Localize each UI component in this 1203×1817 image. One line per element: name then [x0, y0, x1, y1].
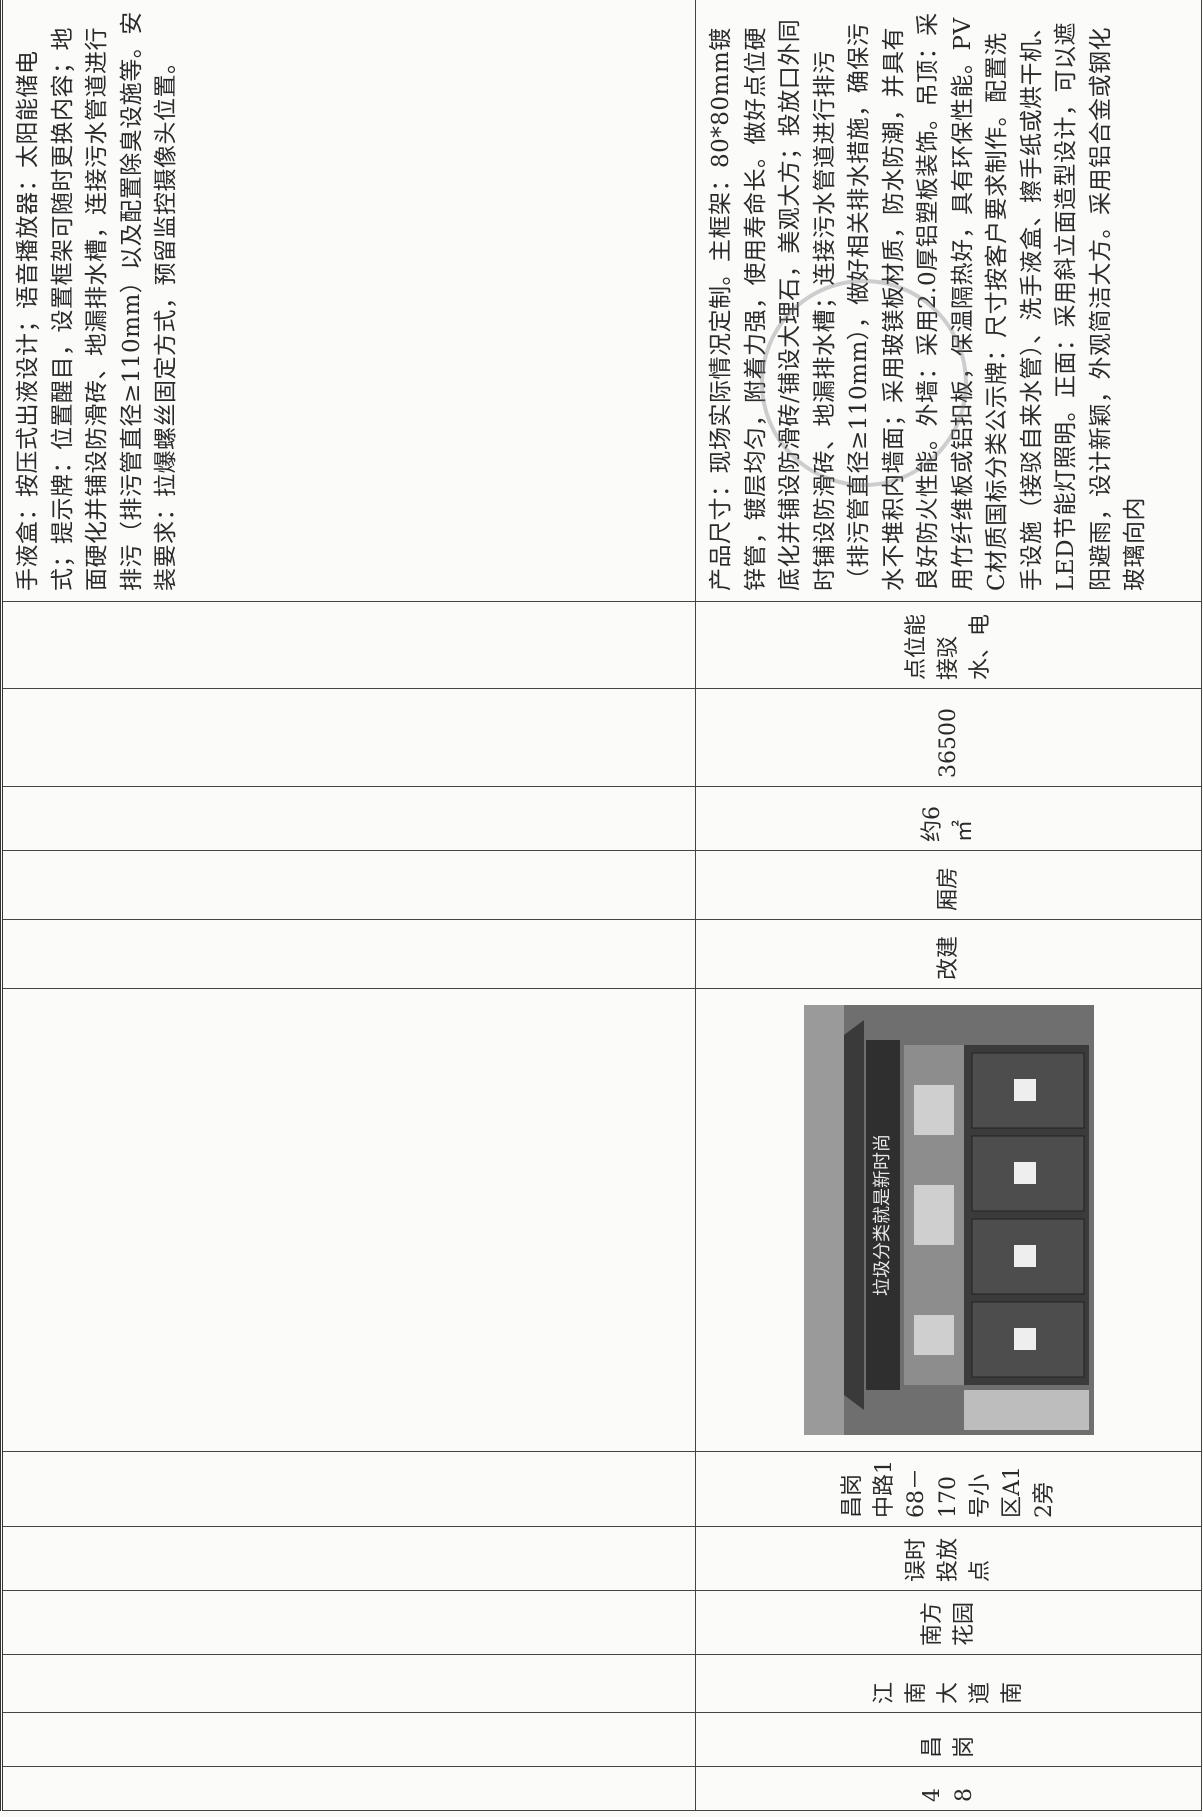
cell [1, 1590, 696, 1655]
sign-board [865, 1040, 900, 1390]
point-type-cell: 误时投放点 [695, 1526, 1202, 1591]
photo-caption: 垃圾分类就是新时尚 [872, 1134, 893, 1296]
description-cell: 手液盒：按压式出液设计；语音播放器：太阳能储电式；提示牌：位置醒目，设置框架可随… [1, 0, 696, 602]
number-cell: 48 [695, 1766, 1202, 1811]
window [913, 1185, 954, 1245]
bin-row [963, 1045, 1089, 1385]
photo-cell: 垃圾分类就是新时尚 [695, 988, 1202, 1452]
cell [1, 1526, 696, 1591]
icon [1013, 1162, 1036, 1184]
cell [1, 850, 696, 920]
build-type-cell: 改建 [695, 919, 1202, 989]
remark-cell: 点位能接驳水、电 [695, 601, 1202, 689]
cell [1, 786, 696, 851]
roof [843, 1020, 864, 1410]
cell [1, 1654, 696, 1713]
form-cell: 厢房 [695, 850, 1202, 920]
estate-cell: 南方花园 [695, 1590, 1202, 1655]
street-cell: 昌岗 [695, 1712, 1202, 1767]
sky [803, 1005, 844, 1435]
window [913, 1085, 954, 1135]
icon [1013, 1245, 1036, 1267]
address-cell: 昌岗中路168－170号小区A12旁 [695, 1451, 1202, 1527]
photo-frame: 垃圾分类就是新时尚 [803, 995, 1094, 1445]
cell [1, 601, 696, 689]
area-cell: 约6㎡ [695, 786, 1202, 851]
amount-cell: 36500 [695, 688, 1202, 787]
window [913, 1315, 954, 1355]
photo: 垃圾分类就是新时尚 [803, 1005, 1094, 1435]
community-cell: 江南大道南 [695, 1654, 1202, 1713]
cell [1, 1766, 696, 1811]
cell [1, 988, 696, 1452]
table-row: 手液盒：按压式出液设计；语音播放器：太阳能储电式；提示牌：位置醒目，设置框架可随… [1, 0, 696, 1811]
cell [1, 1451, 696, 1527]
side-board [963, 1390, 1089, 1430]
cell [1, 919, 696, 989]
icon [1013, 1079, 1036, 1101]
cell [1, 1712, 696, 1767]
cell [1, 688, 696, 787]
table-row: 48 昌岗 江南大道南 南方花园 误时投放点 昌岗中路168－170号小区A12… [695, 0, 1202, 1811]
description-cell: 产品尺寸：现场实际情况定制。主框架：80*80mm镀锌管，镀层均匀，附着力强，使… [695, 0, 1202, 602]
icon [1013, 1328, 1036, 1350]
